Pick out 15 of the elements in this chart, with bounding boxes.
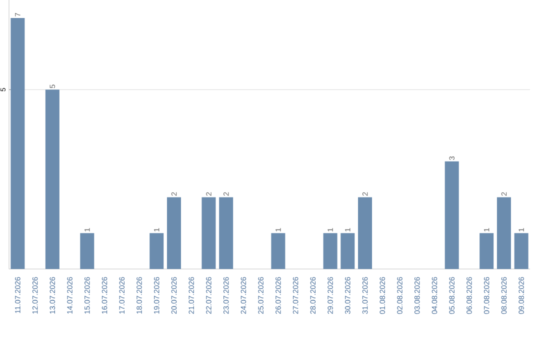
bar <box>496 197 511 269</box>
bar <box>340 233 355 269</box>
bar <box>150 233 164 269</box>
bar <box>45 90 60 269</box>
bar <box>514 233 528 269</box>
bar <box>444 161 459 269</box>
bar <box>219 197 234 269</box>
bar <box>80 233 94 269</box>
bar <box>202 197 216 269</box>
bar <box>166 197 181 269</box>
bar <box>480 233 494 269</box>
bar <box>323 233 338 269</box>
bar <box>358 197 372 269</box>
bar <box>10 18 25 269</box>
bar <box>271 233 286 269</box>
